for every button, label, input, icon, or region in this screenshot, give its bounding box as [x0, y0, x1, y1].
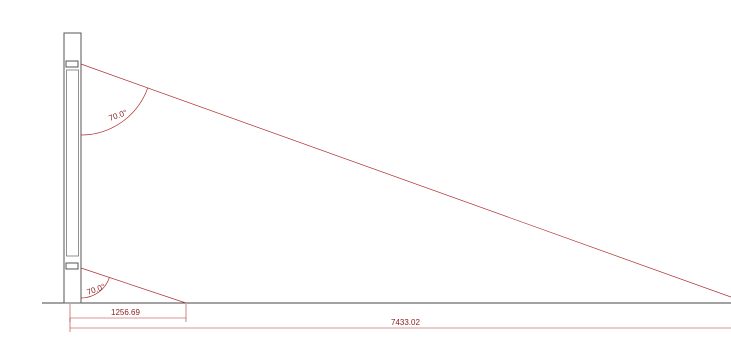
lower-angle-label: 70.0°	[86, 282, 107, 297]
post-outline	[63, 32, 82, 304]
long-sight-line	[80, 63, 731, 298]
short-dim-label: 1256.69	[111, 308, 140, 317]
upper-angle-label: 70.0°	[108, 108, 129, 123]
upper-fixture	[65, 60, 79, 68]
short-sight-line	[80, 267, 187, 304]
long-dim-label: 7433.02	[391, 318, 420, 327]
post-inner-panel	[66, 69, 79, 257]
lower-fixture	[65, 262, 79, 270]
lower-angle-arc	[80, 277, 110, 299]
upper-angle-arc	[80, 87, 149, 136]
